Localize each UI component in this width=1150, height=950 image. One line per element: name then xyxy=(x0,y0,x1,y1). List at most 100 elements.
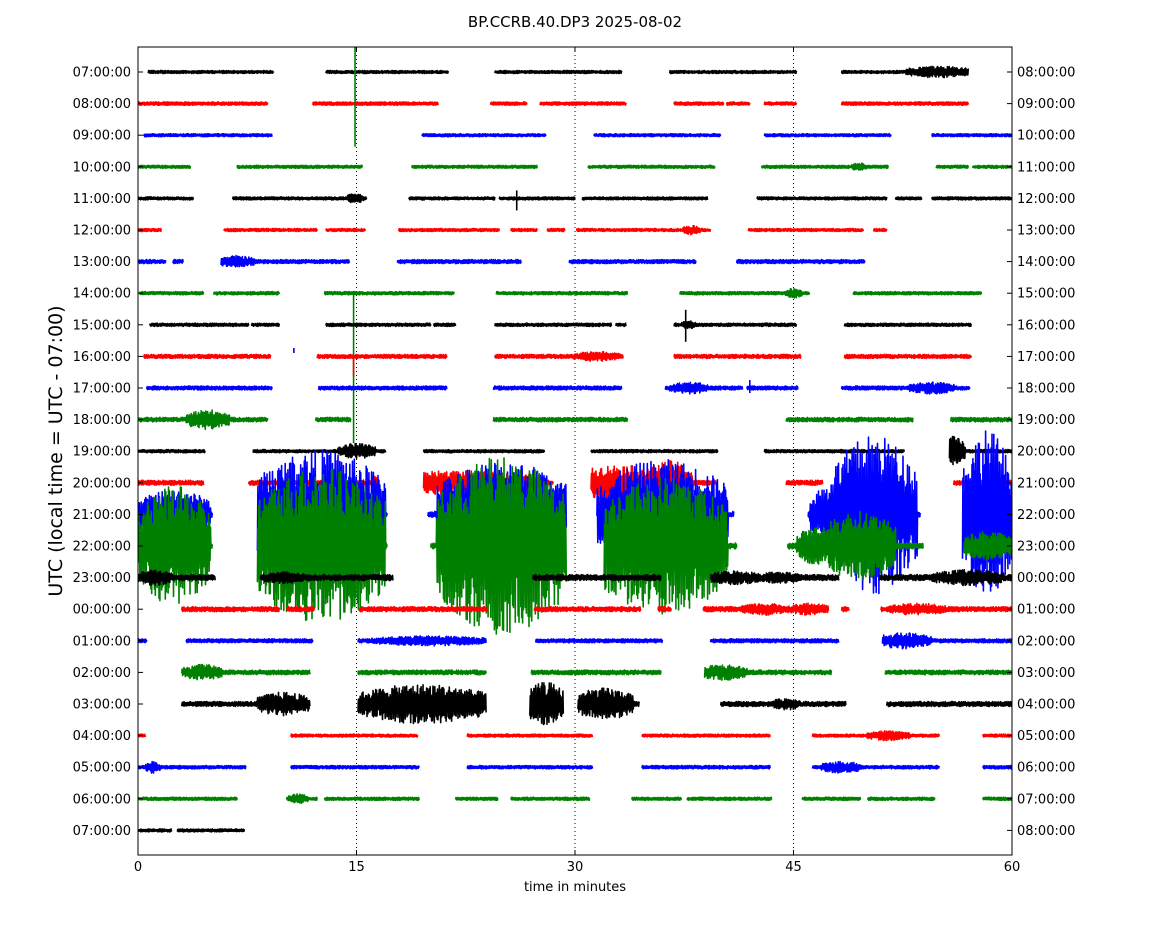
trace-segment xyxy=(664,381,744,395)
trace-segment xyxy=(138,258,167,265)
trace-segment xyxy=(138,760,247,774)
trace-segment xyxy=(668,69,798,75)
trace-segment xyxy=(530,669,662,676)
trace-segment xyxy=(312,101,439,107)
trace-row xyxy=(147,65,970,79)
trace-segment xyxy=(180,663,311,681)
trace-row xyxy=(138,287,983,444)
trace-segment xyxy=(454,796,499,802)
trace-segment xyxy=(702,602,830,616)
trace-segment xyxy=(963,530,1012,561)
x-tick-label: 30 xyxy=(567,860,584,875)
trace-segment xyxy=(430,457,568,635)
trace-segment xyxy=(357,684,487,725)
left-hour-label: 23:00:00 xyxy=(73,571,131,586)
left-hour-label: 01:00:00 xyxy=(73,634,131,649)
left-hour-label: 07:00:00 xyxy=(73,66,131,81)
trace-segment xyxy=(760,162,889,171)
trace-row xyxy=(180,602,1012,616)
trace-segment xyxy=(935,164,970,170)
trace-segment xyxy=(285,793,318,804)
trace-segment xyxy=(785,479,824,486)
x-tick-label: 45 xyxy=(785,860,802,875)
trace-segment xyxy=(641,764,771,770)
trace-row xyxy=(145,348,971,395)
trace-segment xyxy=(147,69,275,75)
right-hour-label: 11:00:00 xyxy=(1017,160,1075,175)
trace-segment xyxy=(641,733,771,738)
trace-segment xyxy=(747,227,865,233)
trace-segment xyxy=(840,606,850,613)
trace-segment xyxy=(317,385,448,391)
trace-row xyxy=(143,132,1012,138)
trace-segment xyxy=(489,101,528,107)
x-axis: 0 15 30 45 60 xyxy=(134,47,1020,875)
trace-segment xyxy=(756,196,888,201)
trace-segment xyxy=(811,760,940,774)
trace-segment xyxy=(673,353,802,360)
trace-segment xyxy=(539,101,627,107)
left-hour-label: 19:00:00 xyxy=(73,445,131,460)
trace-segment xyxy=(590,448,719,454)
left-hour-label: 05:00:00 xyxy=(73,761,131,776)
trace-segment xyxy=(532,573,662,582)
trace-segment xyxy=(587,164,716,170)
trace-segment xyxy=(138,290,205,296)
x-tick-label: 15 xyxy=(348,860,365,875)
trace-segment xyxy=(138,409,269,431)
trace-row xyxy=(138,568,1012,587)
trace-row xyxy=(138,730,1012,742)
trace-segment xyxy=(316,353,448,360)
trace-segment xyxy=(581,196,709,201)
right-hour-label: 15:00:00 xyxy=(1017,287,1075,302)
left-hour-label: 08:00:00 xyxy=(73,97,131,112)
left-hour-label: 13:00:00 xyxy=(73,255,131,270)
trace-segment xyxy=(223,227,318,233)
trace-segment xyxy=(725,101,751,107)
trace-segment xyxy=(314,416,352,423)
trace-segment xyxy=(568,258,697,265)
trace-segment xyxy=(931,196,1012,201)
trace-segment xyxy=(290,733,419,738)
right-hour-label: 04:00:00 xyxy=(1017,698,1075,713)
trace-segment xyxy=(494,69,623,75)
trace-segment xyxy=(840,381,971,395)
trace-segment xyxy=(148,322,250,328)
trace-segment xyxy=(534,638,664,644)
trace-segment xyxy=(138,479,205,487)
traces xyxy=(138,47,1012,833)
trace-segment xyxy=(533,605,642,613)
chart-title: BP.CCRB.40.DP3 2025-08-02 xyxy=(468,13,682,31)
trace-segment xyxy=(494,322,613,328)
trace-segment xyxy=(138,569,216,586)
right-hour-label: 00:00:00 xyxy=(1017,571,1075,586)
trace-segment xyxy=(872,227,888,233)
trace-segment xyxy=(138,828,173,833)
trace-segment xyxy=(138,796,238,802)
trace-segment xyxy=(840,101,970,107)
trace-segment xyxy=(529,682,565,726)
right-hour-label: 08:00:00 xyxy=(1017,66,1075,81)
trace-row xyxy=(138,190,1012,211)
trace-row xyxy=(138,828,246,833)
trace-segment xyxy=(510,227,538,233)
left-hour-label: 04:00:00 xyxy=(73,729,131,744)
x-axis-label: time in minutes xyxy=(524,880,626,895)
trace-segment xyxy=(603,477,738,615)
trace-segment xyxy=(510,796,591,802)
trace-row xyxy=(138,457,1012,635)
trace-segment xyxy=(840,65,970,79)
trace-segment xyxy=(881,632,1012,650)
right-hour-label: 09:00:00 xyxy=(1017,97,1075,112)
trace-segment xyxy=(492,385,623,391)
right-hour-label: 01:00:00 xyxy=(1017,603,1075,618)
trace-row xyxy=(138,793,1012,804)
trace-row xyxy=(138,409,1012,431)
trace-segment xyxy=(492,416,629,423)
trace-segment xyxy=(250,322,281,328)
trace-row xyxy=(138,632,1012,650)
trace-segment xyxy=(884,669,1012,676)
trace-segment xyxy=(357,669,487,676)
trace-segment xyxy=(325,69,450,75)
left-hour-label: 18:00:00 xyxy=(73,413,131,428)
